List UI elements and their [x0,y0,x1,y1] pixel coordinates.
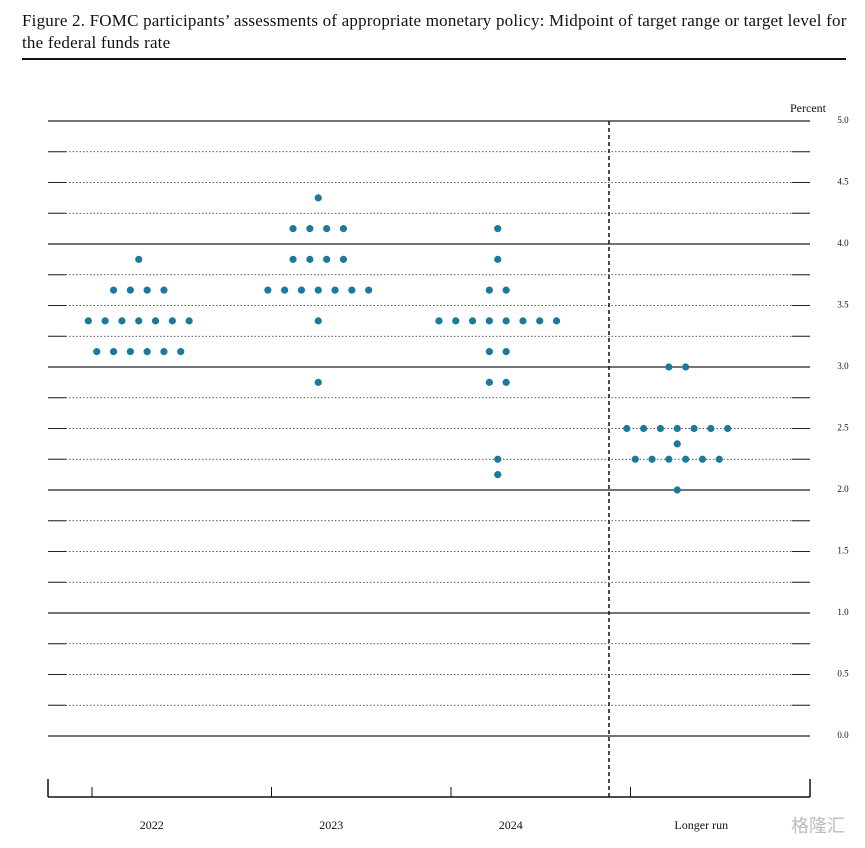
dot [494,225,502,233]
dot [143,286,151,294]
dot [435,317,443,325]
dot [93,348,101,356]
y-tick-label: 0.5 [837,669,849,679]
dot [656,424,665,433]
dot [314,286,322,294]
dot [519,317,527,325]
dot [494,255,502,263]
dot [502,348,510,356]
dot [339,225,348,233]
dot [724,424,732,433]
dot [536,317,544,325]
dot [365,286,373,294]
dot [502,378,510,386]
y-tick-label: 1.0 [837,607,849,617]
dot [494,471,502,479]
y-tick-label: 5.0 [837,115,849,125]
dot [84,317,92,325]
dot [314,317,322,325]
dot [682,363,690,371]
dot [631,455,639,463]
dot [281,286,289,294]
dot [682,455,690,463]
dot [135,255,143,263]
dot [665,455,673,463]
y-tick-label: 2.5 [837,423,849,433]
dot [314,194,322,202]
dot [665,363,673,371]
dot [452,317,460,325]
y-axis-label: Percent [790,101,827,115]
y-tick-label: 4.5 [837,177,849,187]
dot [673,424,681,433]
dot [143,348,151,356]
dot [715,455,723,463]
x-tick-label: 2024 [499,818,523,832]
dot [690,424,698,433]
dot [698,455,707,463]
dot [348,286,356,294]
dot [126,286,134,294]
dot [552,317,561,325]
dot [177,348,185,356]
dot [323,255,331,263]
dot [707,424,715,433]
dot [339,255,348,263]
dot [485,378,493,386]
dot [673,486,681,494]
y-tick-label: 0.0 [837,730,849,740]
dot [297,286,306,294]
dot [118,317,126,325]
dot [168,317,176,325]
dot [468,317,477,325]
y-tick-label: 2.0 [837,484,849,494]
x-tick-label: Longer run [674,818,728,832]
x-tick-label: 2022 [140,818,164,832]
dot [264,286,272,294]
dot [306,255,314,263]
dot [323,225,331,233]
dot [289,255,297,263]
dot [160,348,168,356]
y-tick-label: 3.5 [837,300,849,310]
y-tick-label: 1.5 [837,546,849,556]
y-tick-label: 3.0 [837,361,849,371]
dot [648,455,656,463]
dot [494,455,502,463]
dot [331,286,339,294]
dot [185,317,193,325]
dot [109,348,118,356]
dot [109,286,118,294]
dot [623,424,631,433]
watermark: 格隆汇 [791,816,845,836]
chart-title: Figure 2. FOMC participants’ assessments… [22,11,847,52]
dot [502,317,510,325]
dot [101,317,109,325]
dot [485,286,493,294]
dot [485,317,493,325]
dot [135,317,143,325]
dot [673,440,681,448]
dot [160,286,168,294]
dot [502,286,510,294]
dot [314,378,322,386]
dot [126,348,134,356]
x-tick-label: 2023 [319,818,343,832]
y-tick-label: 4.0 [837,238,849,248]
dot [640,424,648,433]
dot [485,348,493,356]
dot [151,317,160,325]
dot [289,225,297,233]
dot [306,225,314,233]
